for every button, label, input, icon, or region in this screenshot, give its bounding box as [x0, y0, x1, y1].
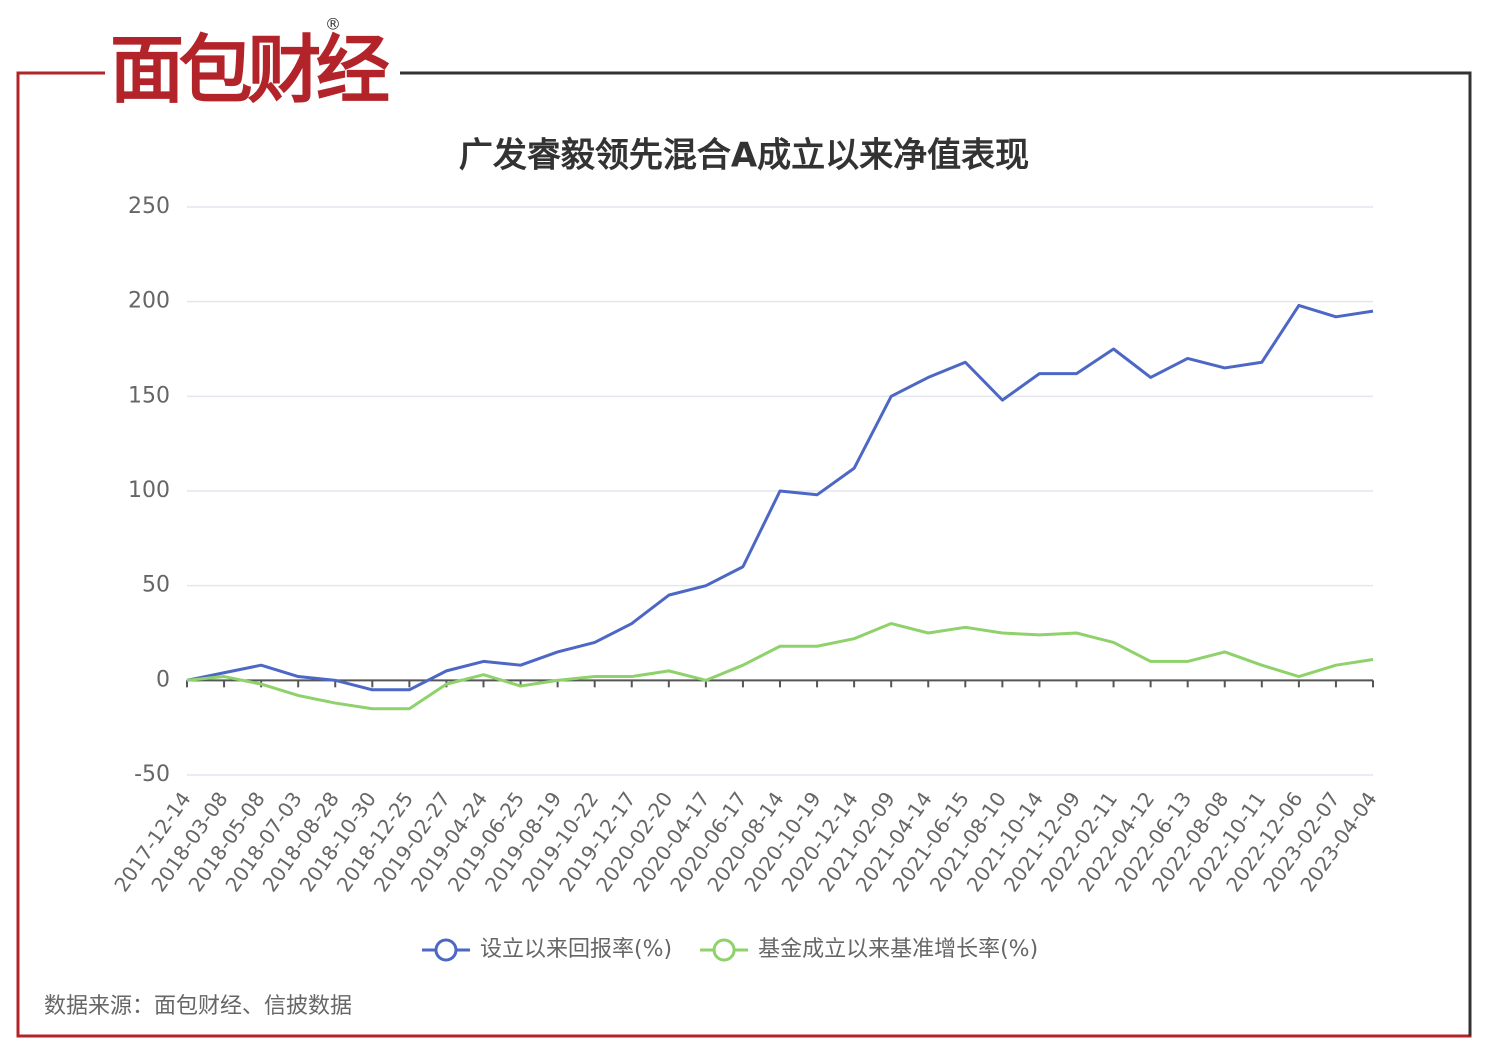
source: 数据来源：面包财经、信披数据 [44, 994, 352, 1019]
y-tick-label: 250 [128, 194, 170, 219]
y-tick-label: 50 [142, 573, 170, 598]
series-line [186, 622, 1374, 711]
frame-top [400, 71, 1472, 1036]
chart-title: 广发睿毅领先混合A成立以来净值表现 [459, 136, 1029, 176]
y-tick-label: 0 [156, 667, 170, 692]
y-tick-label: 150 [128, 383, 170, 408]
y-tick-label: -50 [134, 762, 170, 787]
trademark: ® [325, 15, 341, 34]
legend-marker [434, 938, 458, 962]
legend-label: 设立以来回报率(%) [480, 937, 672, 962]
legend-marker [712, 938, 736, 962]
y-tick-label: 200 [128, 289, 170, 314]
series-line [186, 303, 1374, 692]
legend-label: 基金成立以来基准增长率(%) [758, 937, 1038, 962]
logo: 面包财经 [110, 28, 390, 114]
y-tick-label: 100 [128, 478, 170, 503]
